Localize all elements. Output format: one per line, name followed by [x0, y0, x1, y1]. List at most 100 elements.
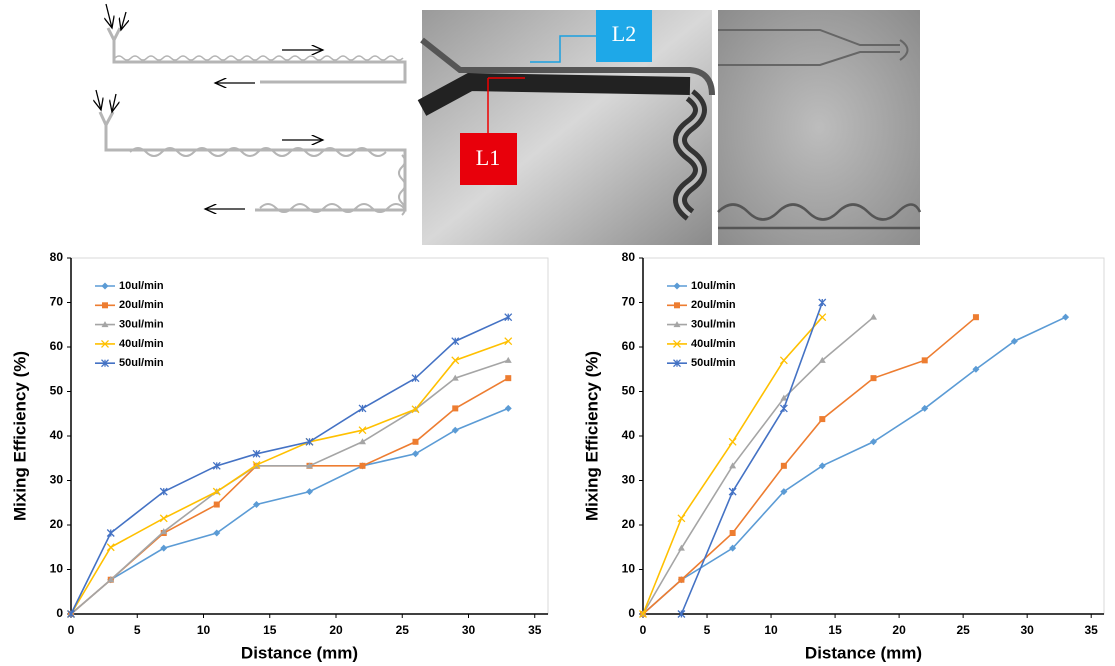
- y-axis-title: Mixing Efficiency (%): [582, 351, 601, 521]
- y-tick-label: 70: [50, 295, 64, 309]
- x-axis-title: Distance (mm): [241, 643, 358, 662]
- marker: [639, 610, 647, 618]
- marker: [213, 529, 221, 537]
- marker: [780, 462, 787, 469]
- marker: [819, 416, 826, 423]
- series-line: [70, 340, 509, 615]
- marker: [728, 487, 737, 496]
- legend-label: 10ul/min: [691, 280, 736, 292]
- x-tick-label: 20: [329, 623, 343, 637]
- legend-marker: [674, 302, 680, 309]
- marker: [728, 437, 737, 446]
- legend-label: 10ul/min: [119, 280, 164, 292]
- marker: [504, 313, 513, 322]
- legend-label: 20ul/min: [691, 299, 736, 311]
- schematic: [98, 27, 407, 216]
- x-tick-label: 35: [1085, 623, 1099, 637]
- marker: [252, 449, 261, 458]
- label-l2: L2: [612, 21, 636, 46]
- marker: [504, 356, 512, 363]
- x-tick-label: 10: [197, 623, 211, 637]
- marker: [972, 365, 980, 373]
- micrograph-2: [717, 10, 922, 245]
- legend-marker: [673, 359, 681, 368]
- marker: [779, 404, 788, 413]
- flow-arrows: [96, 3, 323, 209]
- y-tick-label: 60: [50, 339, 64, 353]
- marker: [818, 298, 827, 307]
- marker: [729, 462, 737, 469]
- y-axis-title: Mixing Efficiency (%): [10, 351, 29, 521]
- label-l1: L1: [476, 145, 500, 170]
- marker: [780, 488, 788, 496]
- marker: [212, 461, 221, 470]
- series-line: [70, 316, 509, 615]
- marker: [67, 610, 75, 618]
- x-tick-label: 30: [462, 623, 476, 637]
- marker: [107, 576, 115, 583]
- marker: [106, 529, 115, 537]
- marker: [358, 426, 367, 435]
- legend-marker: [101, 339, 109, 348]
- marker: [412, 438, 419, 445]
- legend-marker: [101, 321, 109, 328]
- legend-label: 30ul/min: [119, 319, 164, 331]
- marker: [253, 501, 260, 509]
- marker: [1010, 337, 1018, 345]
- x-tick-label: 0: [68, 623, 75, 637]
- marker: [411, 405, 420, 414]
- legend-marker: [102, 302, 108, 309]
- x-tick-label: 0: [640, 623, 647, 637]
- x-tick-label: 10: [764, 623, 778, 637]
- legend-label: 50ul/min: [691, 357, 736, 369]
- y-tick-label: 60: [622, 339, 636, 353]
- legend-label: 20ul/min: [119, 299, 164, 311]
- y-tick-label: 80: [622, 250, 636, 264]
- marker: [306, 462, 313, 469]
- marker: [213, 501, 220, 508]
- marker: [505, 375, 512, 382]
- marker: [451, 426, 459, 434]
- marker: [678, 576, 685, 583]
- legend-marker: [673, 339, 681, 348]
- marker: [729, 544, 737, 552]
- marker: [411, 374, 420, 383]
- y-tick-label: 50: [622, 384, 636, 398]
- marker: [921, 357, 928, 364]
- marker: [677, 514, 686, 523]
- marker: [305, 437, 314, 446]
- y-tick-label: 0: [56, 606, 63, 620]
- x-axis-title: Distance (mm): [805, 643, 922, 662]
- legend-marker: [101, 359, 109, 368]
- marker: [451, 337, 460, 346]
- x-tick-label: 15: [263, 623, 277, 637]
- x-tick-label: 25: [956, 623, 970, 637]
- marker: [818, 462, 826, 470]
- marker: [1062, 313, 1070, 321]
- marker: [212, 487, 221, 496]
- marker: [818, 356, 826, 363]
- marker: [306, 488, 313, 496]
- y-tick-label: 40: [50, 428, 64, 442]
- marker: [504, 404, 512, 412]
- marker: [252, 460, 261, 469]
- marker: [451, 356, 460, 365]
- marker: [870, 438, 877, 446]
- marker: [159, 487, 168, 496]
- series-line: [70, 359, 509, 615]
- marker: [504, 337, 513, 346]
- x-tick-label: 5: [704, 623, 711, 637]
- marker: [358, 404, 367, 413]
- marker: [677, 544, 685, 551]
- marker: [677, 610, 686, 618]
- marker: [921, 404, 929, 412]
- legend-label: 50ul/min: [119, 357, 164, 369]
- marker: [412, 450, 419, 458]
- y-tick-label: 70: [622, 295, 636, 309]
- series-line: [70, 407, 509, 615]
- y-tick-label: 20: [622, 517, 636, 531]
- y-tick-label: 80: [50, 250, 64, 264]
- marker: [451, 374, 459, 381]
- marker: [359, 462, 366, 469]
